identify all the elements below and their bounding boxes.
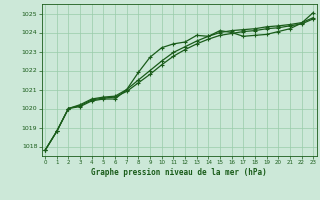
X-axis label: Graphe pression niveau de la mer (hPa): Graphe pression niveau de la mer (hPa) (91, 168, 267, 177)
